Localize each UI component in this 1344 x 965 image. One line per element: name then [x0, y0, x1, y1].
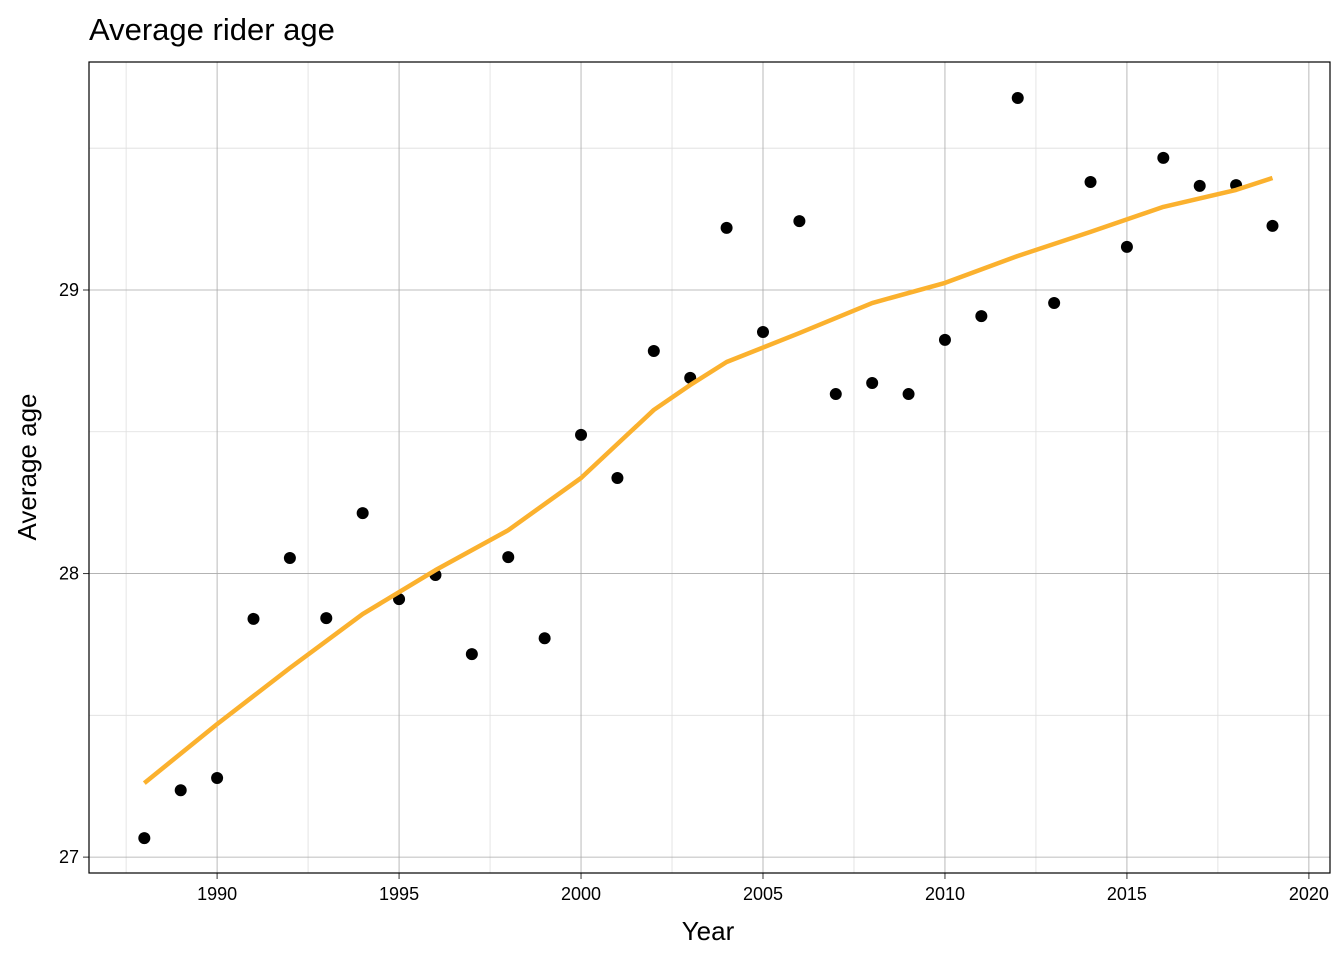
- y-tick-label: 27: [59, 847, 79, 867]
- point: [1084, 175, 1097, 188]
- point: [1048, 297, 1061, 310]
- x-tick-label: 1990: [197, 884, 237, 904]
- point: [866, 376, 879, 389]
- point: [1120, 240, 1133, 253]
- point: [320, 612, 333, 625]
- point: [174, 784, 187, 797]
- x-tick-label: 2020: [1289, 884, 1329, 904]
- point: [575, 428, 588, 441]
- plot-border: [88, 61, 1331, 874]
- point: [1193, 179, 1206, 192]
- point: [211, 772, 224, 785]
- point: [647, 344, 660, 357]
- x-tick-label: 2015: [1107, 884, 1147, 904]
- point: [1011, 92, 1024, 105]
- x-tick-label: 1995: [379, 884, 419, 904]
- point: [465, 648, 478, 661]
- trend-line: [142, 175, 1274, 785]
- point: [611, 471, 624, 484]
- point: [975, 310, 988, 323]
- point: [902, 388, 915, 401]
- point: [829, 388, 842, 401]
- y-tick-label: 29: [59, 280, 79, 300]
- point: [538, 632, 551, 645]
- point: [356, 507, 369, 520]
- point: [756, 325, 769, 338]
- x-tick-label: 2010: [925, 884, 965, 904]
- point: [502, 551, 515, 564]
- point: [1157, 151, 1170, 164]
- y-tick-label: 28: [59, 564, 79, 584]
- point: [720, 221, 733, 234]
- x-tick-label: 2005: [743, 884, 783, 904]
- point: [138, 832, 151, 845]
- y-axis-label: Average age: [12, 394, 42, 541]
- chart-title: Average rider age: [89, 12, 335, 47]
- point: [283, 551, 296, 564]
- point: [1266, 219, 1279, 232]
- point: [938, 333, 951, 346]
- point: [247, 612, 260, 625]
- point: [793, 215, 806, 228]
- x-tick-label: 2000: [561, 884, 601, 904]
- x-axis-label: Year: [682, 916, 735, 946]
